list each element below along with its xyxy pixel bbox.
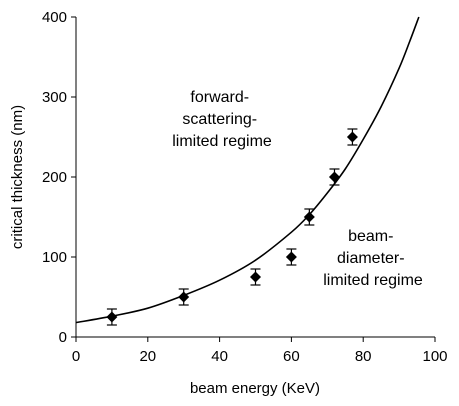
data-point-diamond [106,311,118,323]
x-tick-label: 0 [72,348,80,365]
annotation-line: limited regime [323,272,423,289]
plot-area: 0 20 40 60 80 100 0 100 200 300 400 [42,9,448,365]
data-points [106,131,358,323]
annotation-line: forward- [190,89,249,106]
annotation-line: limited regime [172,133,272,150]
data-point-diamond [328,171,340,183]
annotation-forward-scattering: forward- scattering- limited regime [172,89,272,150]
data-point-diamond [303,211,315,223]
data-point-diamond [346,131,358,143]
error-bars [106,128,358,326]
y-ticks: 0 100 200 300 400 [42,9,76,346]
annotation-beam-diameter: beam- diameter- limited regime [323,228,423,289]
x-axis-label: beam energy (KeV) [190,380,320,397]
annotation-line: beam- [348,228,393,245]
annotation-line: diameter- [337,250,405,267]
y-tick-label: 0 [59,329,67,346]
y-tick-label: 200 [42,169,67,186]
y-tick-label: 300 [42,89,67,106]
y-tick-label: 400 [42,9,67,26]
y-axis-label: critical thickness (nm) [9,105,26,249]
x-tick-label: 40 [211,348,228,365]
x-tick-label: 20 [139,348,156,365]
x-tick-label: 100 [422,348,447,365]
x-tick-label: 60 [283,348,300,365]
annotation-line: scattering- [182,111,257,128]
data-point-diamond [178,291,190,303]
data-point-diamond [250,271,261,283]
y-tick-label: 100 [42,249,67,266]
x-ticks: 0 20 40 60 80 100 [72,337,448,365]
x-tick-label: 80 [355,348,372,365]
data-point-diamond [285,251,297,263]
